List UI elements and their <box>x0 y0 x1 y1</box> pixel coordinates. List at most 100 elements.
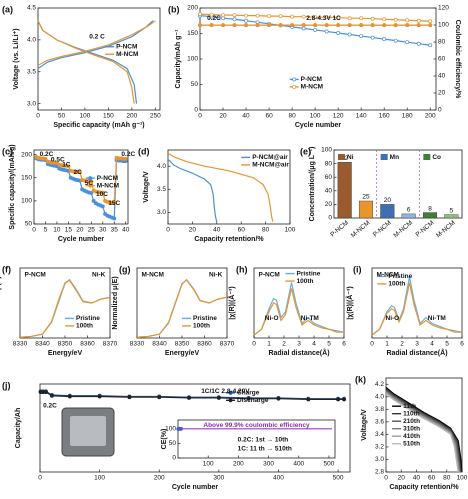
x-axis-label: Cycle number <box>58 236 105 243</box>
x-tick-label: 2 <box>282 341 286 348</box>
legend-label: M-NCM@air <box>252 162 289 169</box>
data-point <box>324 23 329 28</box>
data-point <box>123 156 128 161</box>
x-tick-label: 8370 <box>220 341 235 348</box>
y-axis-label: Voltage/V <box>143 171 150 203</box>
x-tick-label: 8370 <box>103 341 118 348</box>
series-line <box>19 279 111 338</box>
annotation: 0.2C <box>40 151 54 158</box>
y-tick-label: 150 <box>21 174 32 181</box>
value-label: 20 <box>384 197 392 204</box>
legend-label: 100th <box>76 323 93 330</box>
series-line <box>253 282 345 336</box>
y-tick-label: 150 <box>187 30 198 37</box>
x-tick-label: 40 <box>413 475 421 482</box>
x-tick-label: 10 <box>53 227 61 234</box>
legend-label: Charge <box>237 390 260 397</box>
x-tick-label: 0 <box>166 227 170 234</box>
x-tick-label: 100 <box>79 113 90 120</box>
series-line <box>371 276 463 336</box>
data-point <box>77 170 82 175</box>
data-point <box>428 19 433 24</box>
x-tick-label: 8360 <box>80 341 95 348</box>
y2-tick-label: 40 <box>438 73 446 80</box>
x-tick-label: 40 <box>122 227 130 234</box>
y-tick-label: 20 <box>325 201 333 208</box>
y2-tick-label: 60 <box>438 56 446 63</box>
y-tick-label: 4.0 <box>157 163 166 170</box>
legend-label: 410th <box>403 433 420 440</box>
y-tick-label: 0 <box>172 455 176 462</box>
x-tick-label: 40 <box>242 113 250 120</box>
inset-background <box>178 420 335 458</box>
data-point <box>359 23 364 28</box>
x-tick-label: 200 <box>233 461 244 468</box>
data-point <box>306 397 311 402</box>
x-axis-label: Radial distance(Å) <box>386 348 447 357</box>
y-tick-label: 4.5 <box>27 5 36 12</box>
x-tick-label: 8350 <box>58 341 73 348</box>
y-axis-label: Capacity/Ah <box>15 408 22 448</box>
x-tick-label: 8340 <box>35 341 50 348</box>
x-tick-label: 0 <box>370 341 374 348</box>
y-tick-label: 3.0 <box>157 209 166 216</box>
value-label: 25 <box>362 194 370 201</box>
x-tick-label: 80 <box>262 227 270 234</box>
x-tick-label: 140 <box>356 113 367 120</box>
plot-frame <box>333 149 463 219</box>
panel-label: (a) <box>2 4 13 14</box>
data-point <box>324 29 329 34</box>
x-axis-label: Energy/eV <box>165 350 200 357</box>
group-label: Ni <box>347 154 354 161</box>
y-tick-label: 3.5 <box>27 68 36 75</box>
y-tick-label: 3.4 <box>375 431 384 438</box>
y-tick-label: 3.5 <box>157 186 166 193</box>
annotation: M-NCM <box>377 272 399 279</box>
data-point <box>157 395 162 400</box>
data-point <box>255 23 260 28</box>
battery-photo-highlight <box>70 416 106 446</box>
data-point <box>428 43 433 48</box>
plot-frame <box>177 419 336 459</box>
x-tick-label: 250 <box>150 113 161 120</box>
x-tick-label: 3 <box>297 341 301 348</box>
x-tick-label: 6 <box>342 341 346 348</box>
x-axis-label: Radial distance(Å) <box>268 348 329 357</box>
data-point <box>290 14 295 19</box>
data-point <box>244 18 248 23</box>
data-point <box>89 179 94 184</box>
legend-marker <box>228 398 233 403</box>
data-point <box>324 15 329 20</box>
y-tick-label: 200 <box>187 5 198 12</box>
annotation: 1C <box>62 162 71 169</box>
y2-tick-label: 120 <box>438 5 449 12</box>
x-tick-label: 180 <box>402 113 413 120</box>
data-point <box>278 23 283 28</box>
data-point <box>232 23 237 28</box>
x-axis-label: Capacity retention/% <box>194 236 264 243</box>
x-tick-label: 160 <box>379 113 390 120</box>
x-tick-label: 25 <box>88 227 96 234</box>
data-point <box>209 23 214 28</box>
x-tick-label: 4 <box>430 341 434 348</box>
x-tick-label: 40 <box>213 227 221 234</box>
x-tick-label: 500 <box>333 475 344 482</box>
x-tick-label: 5 <box>327 341 331 348</box>
data-point <box>370 35 375 40</box>
series-line <box>167 152 274 222</box>
data-point <box>393 23 398 28</box>
y-tick-label: 100 <box>21 198 32 205</box>
legend-label: Pristine <box>76 315 100 322</box>
x-tick-label: 1 <box>267 341 271 348</box>
data-point <box>382 37 387 42</box>
data-point <box>267 14 272 19</box>
data-point <box>428 23 433 28</box>
legend-label: 100th <box>388 281 405 288</box>
legend-label: Pristine <box>297 270 321 277</box>
legend-label: 310th <box>403 425 420 432</box>
annotation: Ni-O <box>265 315 279 322</box>
data-point <box>393 17 398 22</box>
annotation: 5C <box>85 180 94 187</box>
data-point <box>359 34 364 39</box>
